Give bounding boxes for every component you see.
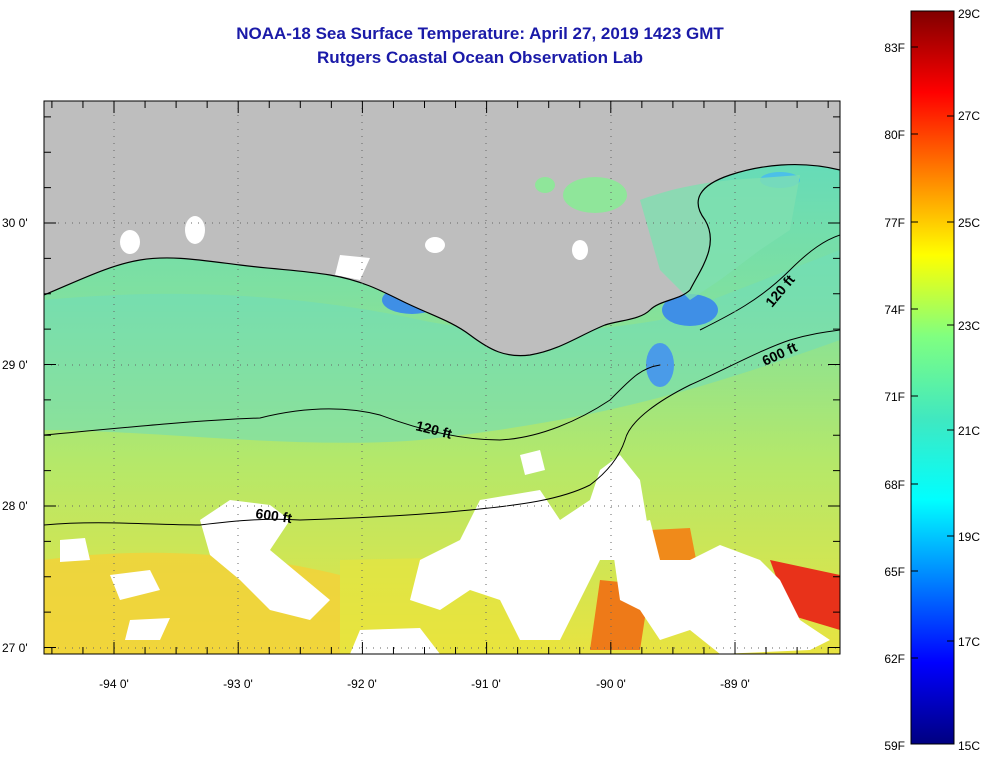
nearshore-cool-water — [44, 250, 840, 443]
map-subtitle: Rutgers Coastal Ocean Observation Lab — [317, 48, 643, 67]
colorbar-c-17: 17C — [958, 635, 980, 649]
lake-3 — [185, 216, 205, 244]
map-title: NOAA-18 Sea Surface Temperature: April 2… — [236, 24, 724, 43]
colorbar-f-83: 83F — [884, 41, 905, 55]
colorbar-c-25: 25C — [958, 216, 980, 230]
colorbar-f-71: 71F — [884, 390, 905, 404]
land-area — [44, 101, 840, 356]
colorbar-f-77: 77F — [884, 216, 905, 230]
cloud-cover — [60, 255, 830, 654]
colorbar-c-19: 19C — [958, 530, 980, 544]
lat-label-27: 27 0' — [2, 641, 28, 655]
colorbar-gradient — [910, 10, 955, 745]
lon-label-90: -90 0' — [596, 677, 626, 691]
cold-water-spot-2 — [662, 294, 718, 326]
contour-600ft — [44, 329, 840, 526]
hot-water-patch-3 — [770, 560, 840, 630]
coastline — [44, 163, 840, 357]
lat-label-28: 28 0' — [2, 499, 28, 513]
lake-5 — [425, 237, 445, 253]
lon-label-93: -93 0' — [223, 677, 253, 691]
colorbar-f-65: 65F — [884, 565, 905, 579]
lon-label-92: -92 0' — [347, 677, 377, 691]
colorbar-f-74: 74F — [884, 303, 905, 317]
contour-label-600ft-west: 600 ft — [255, 505, 294, 526]
lat-label-29: 29 0' — [2, 358, 28, 372]
lon-label-94: -94 0' — [99, 677, 129, 691]
colorbar-c-23: 23C — [958, 319, 980, 333]
colorbar-c-21: 21C — [958, 424, 980, 438]
lon-label-89: -89 0' — [720, 677, 750, 691]
lake-6 — [572, 240, 588, 260]
colorbar-c-15: 15C — [958, 739, 980, 753]
colorbar-f-59: 59F — [884, 739, 905, 753]
map-frame — [43, 100, 841, 655]
colorbar-c-27: 27C — [958, 109, 980, 123]
contour-120ft-east — [699, 234, 840, 331]
colorbar-f-80: 80F — [884, 128, 905, 142]
lake-4 — [120, 230, 140, 254]
lake-2 — [535, 177, 555, 193]
delta-water — [640, 175, 800, 300]
contour-120ft-west — [44, 364, 661, 441]
colorbar-c-29: 29C — [958, 7, 980, 21]
lon-label-91: -91 0' — [471, 677, 501, 691]
lat-label-30: 30 0' — [2, 216, 28, 230]
colorbar-f-68: 68F — [884, 478, 905, 492]
colorbar-f-62: 62F — [884, 652, 905, 666]
